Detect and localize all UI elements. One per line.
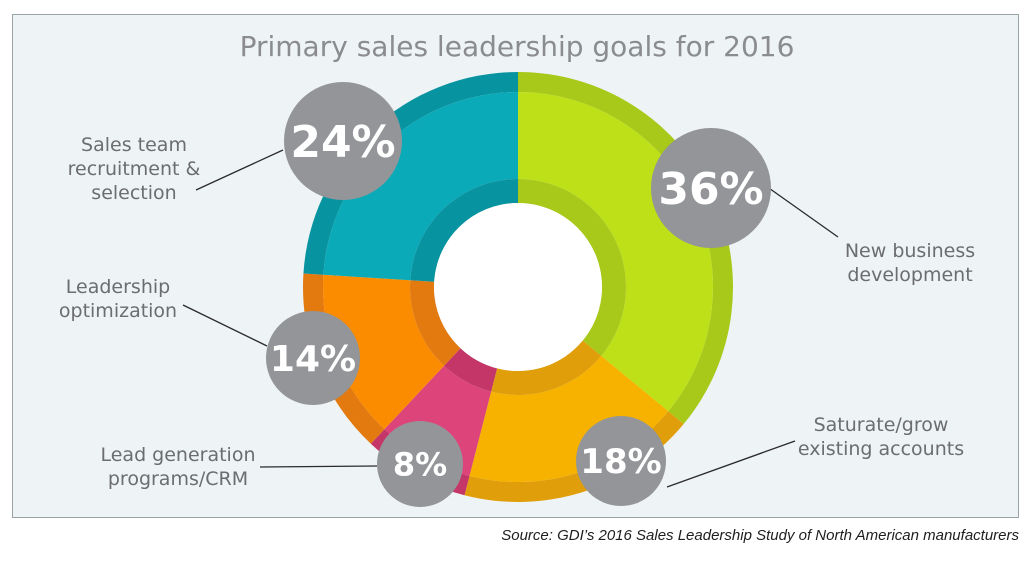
source-note: Source: GDI’s 2016 Sales Leadership Stud… bbox=[501, 527, 1019, 544]
category-label-4: Sales team recruitment & selection bbox=[68, 134, 201, 204]
category-label-line: Lead generation bbox=[100, 444, 255, 466]
slice-3 bbox=[323, 274, 445, 430]
chart-title: Primary sales leadership goals for 2016 bbox=[240, 30, 795, 63]
slice-inner-ring-3 bbox=[410, 280, 461, 366]
value-badge-0 bbox=[651, 128, 771, 248]
slice-4 bbox=[323, 92, 518, 281]
leader-line-2 bbox=[259, 465, 378, 468]
donut-hole bbox=[434, 203, 602, 371]
category-label-1: Saturate/grow existing accounts bbox=[798, 414, 964, 460]
value-badge-4 bbox=[284, 82, 402, 200]
data-label-1: 18% bbox=[580, 442, 661, 482]
category-label-0: New business development bbox=[845, 240, 975, 286]
category-label-line: existing accounts bbox=[798, 438, 964, 460]
category-label-line: Leadership bbox=[66, 276, 170, 298]
slice-inner-ring-2 bbox=[444, 348, 498, 392]
slice-inner-ring-0 bbox=[518, 179, 627, 356]
category-label-line: Saturate/grow bbox=[814, 414, 949, 436]
category-label-2: Lead generation programs/CRM bbox=[100, 444, 255, 490]
leader-line-3 bbox=[182, 304, 268, 347]
data-label-3: 14% bbox=[270, 339, 356, 380]
value-badges: 36% 18% 8% 14% 24% bbox=[266, 82, 771, 507]
leader-line-1 bbox=[666, 440, 796, 488]
data-label-4: 24% bbox=[290, 117, 395, 168]
category-label-line: recruitment & bbox=[68, 158, 201, 180]
slice-inner-ring-1 bbox=[491, 340, 602, 396]
leader-line-0 bbox=[765, 185, 839, 238]
category-label-line: Sales team bbox=[81, 134, 187, 156]
category-label-line: development bbox=[847, 264, 972, 286]
category-label-3: Leadership optimization bbox=[59, 276, 177, 322]
value-badge-1 bbox=[576, 416, 666, 506]
category-label-line: selection bbox=[91, 182, 176, 204]
value-badge-2 bbox=[377, 421, 463, 507]
category-labels: New business development Saturate/grow exis… bbox=[59, 134, 975, 490]
category-label-line: programs/CRM bbox=[108, 468, 248, 490]
leader-line-4 bbox=[195, 149, 284, 191]
value-badge-3 bbox=[266, 311, 360, 405]
leader-lines bbox=[182, 149, 839, 488]
slice-inner-ring-4 bbox=[410, 179, 518, 282]
category-label-line: New business bbox=[845, 240, 975, 262]
data-label-2: 8% bbox=[393, 446, 447, 484]
data-label-0: 36% bbox=[658, 164, 763, 215]
category-label-line: optimization bbox=[59, 300, 177, 322]
